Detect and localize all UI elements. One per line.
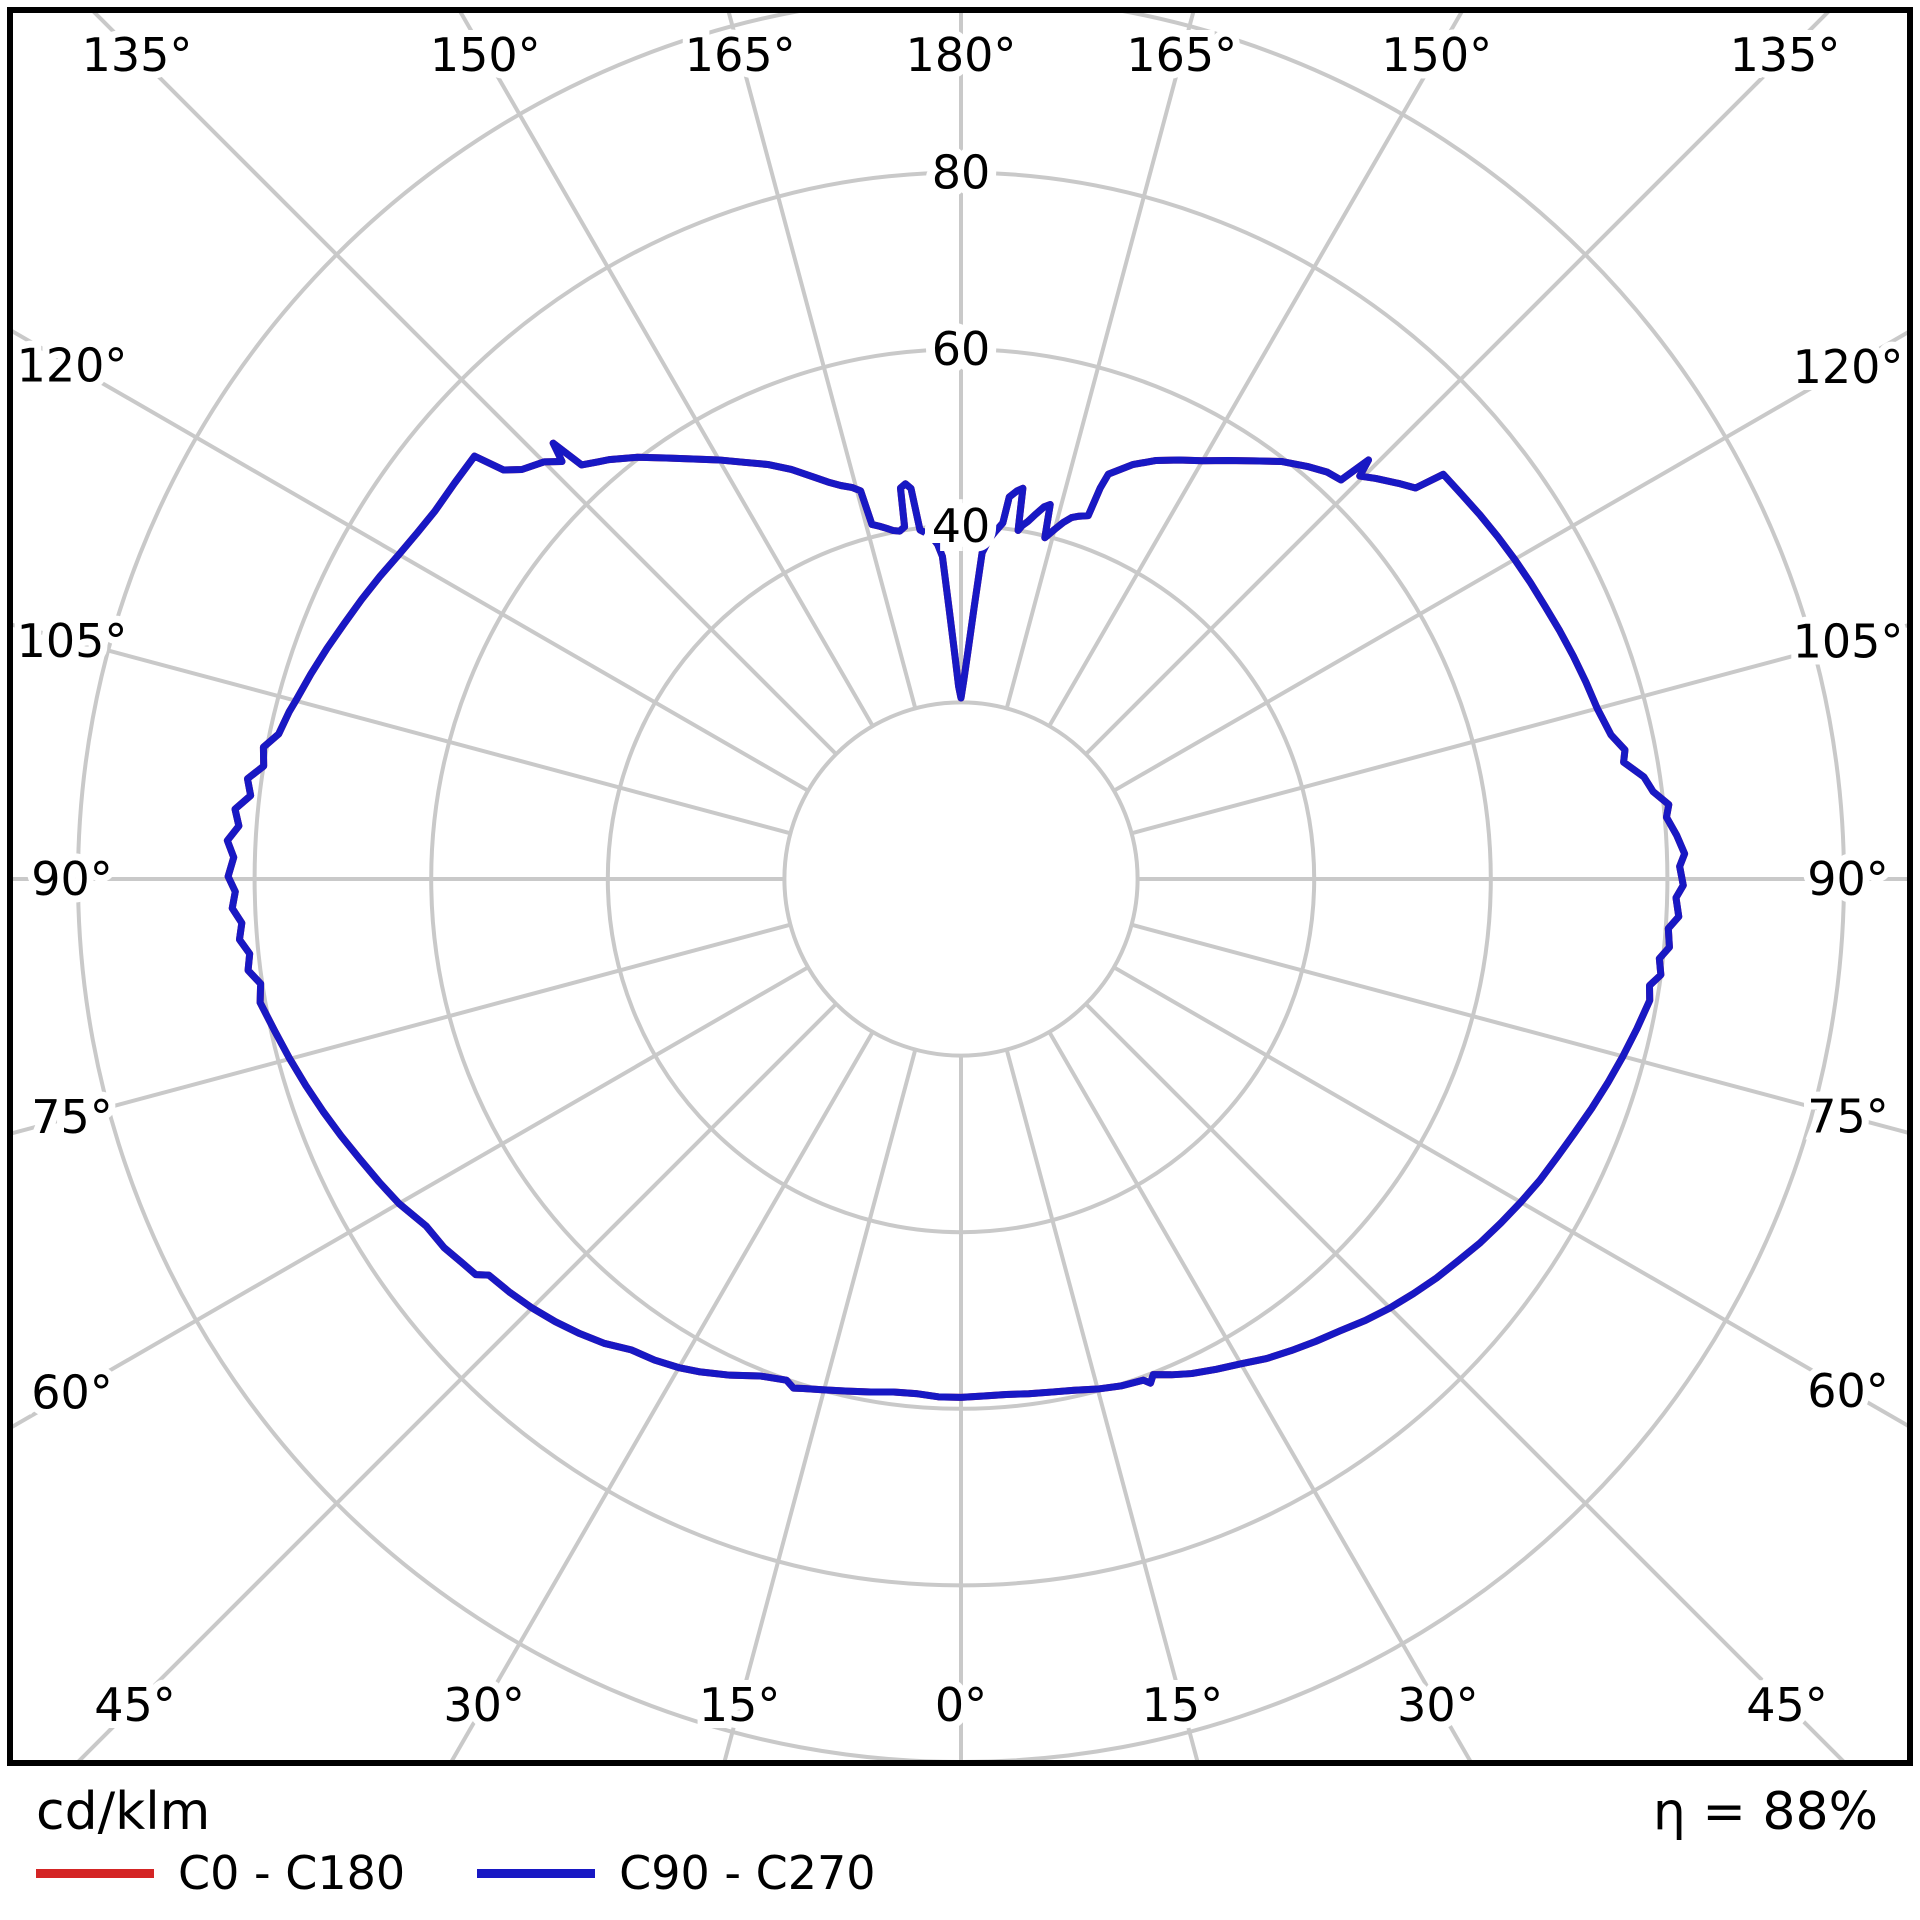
angle-label-30-right: 30° xyxy=(1397,1678,1479,1732)
grid-spoke-300 xyxy=(10,965,810,1431)
ring-label-60: 60 xyxy=(932,322,991,376)
angle-label-15-right: 15° xyxy=(1142,1678,1224,1732)
angle-label-150-left: 150° xyxy=(430,28,541,82)
angle-label-75-right: 75° xyxy=(1807,1090,1889,1144)
grid-spoke-330 xyxy=(448,1030,875,1763)
angle-label-45-right: 45° xyxy=(1746,1678,1828,1732)
legend-item-c90-c270: C90 - C270 xyxy=(477,1846,876,1900)
grid-spoke-45 xyxy=(1084,1002,1848,1763)
ring-label-80: 80 xyxy=(932,146,991,200)
angle-label-105-left: 105° xyxy=(17,614,128,668)
angle-label-60-right: 60° xyxy=(1807,1364,1889,1418)
curve-c90-c270 xyxy=(223,439,1689,1401)
angle-label-135-left: 135° xyxy=(82,28,193,82)
grid-spoke-285 xyxy=(10,922,791,1136)
legend-item-c0-c180: C0 - C180 xyxy=(36,1846,405,1900)
grid-spoke-105 xyxy=(1131,622,1910,836)
angle-label-165-right: 165° xyxy=(1126,28,1237,82)
angle-label-90-right: 90° xyxy=(1807,852,1889,906)
angle-label-165-left: 165° xyxy=(685,28,796,82)
grid-spoke-60 xyxy=(1112,965,1910,1430)
grid-spoke-150 xyxy=(1047,10,1466,728)
legend-label-c0-c180: C0 - C180 xyxy=(178,1846,406,1900)
grid-spoke-165 xyxy=(1004,10,1196,709)
grid-spoke-75 xyxy=(1131,922,1910,1136)
grid-spoke-255 xyxy=(10,622,791,836)
angle-label-105-right: 105° xyxy=(1793,614,1904,668)
efficiency-label: η = 88% xyxy=(1652,1782,1878,1842)
angle-label-60-left: 60° xyxy=(31,1365,113,1419)
grid-spoke-210 xyxy=(456,10,875,728)
angle-label-75-left: 75° xyxy=(31,1090,113,1144)
legend-swatch-c0-c180 xyxy=(36,1868,154,1878)
legend-label-c90-c270: C90 - C270 xyxy=(619,1846,876,1900)
chart-frame xyxy=(7,7,1913,1766)
grid-ring-20 xyxy=(782,700,1140,1058)
angle-label-90-left: 90° xyxy=(31,852,113,906)
grid-spoke-345 xyxy=(722,1049,918,1763)
angle-label-180-right: 180° xyxy=(906,28,1017,82)
angle-label-0-right: 0° xyxy=(935,1678,987,1732)
angle-label-30-left: 30° xyxy=(443,1678,525,1732)
grid-spoke-120 xyxy=(1112,328,1910,793)
unit-label: cd/klm xyxy=(36,1782,211,1842)
legend-swatch-c90-c270 xyxy=(477,1868,596,1878)
angle-label-150-right: 150° xyxy=(1381,28,1492,82)
angle-label-120-left: 120° xyxy=(17,339,128,393)
legend: C0 - C180 C90 - C270 xyxy=(36,1846,876,1900)
grid-spoke-135 xyxy=(1084,10,1833,756)
grid-spoke-240 xyxy=(10,327,810,793)
angle-label-135-right: 135° xyxy=(1730,28,1841,82)
grid-spoke-195 xyxy=(726,10,918,709)
grid-spoke-30 xyxy=(1047,1030,1474,1763)
angle-label-45-left: 45° xyxy=(94,1678,176,1732)
angle-label-15-left: 15° xyxy=(699,1678,781,1732)
grid-spoke-15 xyxy=(1004,1049,1200,1763)
angle-label-120-right: 120° xyxy=(1793,340,1904,394)
grid-spoke-315 xyxy=(74,1002,838,1763)
ring-label-40: 40 xyxy=(932,499,991,553)
grid-spoke-225 xyxy=(89,10,838,756)
